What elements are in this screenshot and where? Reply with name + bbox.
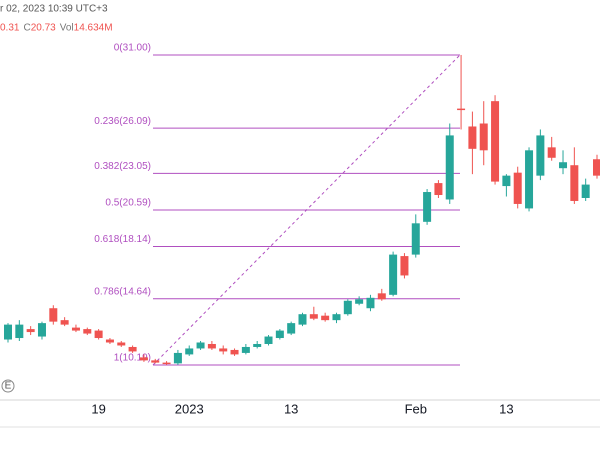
candle-body xyxy=(105,339,114,343)
header-value: C xyxy=(23,23,30,34)
candle-body xyxy=(502,175,511,187)
candle-body xyxy=(49,308,58,322)
event-marker: E xyxy=(5,381,12,392)
candle-body xyxy=(411,223,420,255)
candle-body xyxy=(309,314,318,319)
candle-body xyxy=(581,184,590,198)
x-tick-label: 13 xyxy=(284,401,298,416)
event-icon xyxy=(1,379,15,393)
x-tick-label: 13 xyxy=(499,401,513,416)
candle-body xyxy=(230,349,239,355)
x-tick-label: 2023 xyxy=(175,401,204,416)
candle-body xyxy=(207,343,216,349)
candle-body xyxy=(457,108,466,111)
candle-body xyxy=(128,346,137,352)
candle-body xyxy=(196,342,205,349)
candle-body xyxy=(4,324,12,340)
candle-body xyxy=(94,330,103,339)
x-tick-label: 19 xyxy=(91,401,105,416)
candle-body xyxy=(491,101,500,182)
candle-body xyxy=(287,323,296,334)
candle-body xyxy=(547,147,556,158)
header-value: 20.73 xyxy=(31,23,56,34)
candle-body xyxy=(570,165,579,201)
candle-body xyxy=(400,256,409,276)
candle-body xyxy=(389,254,398,295)
candle-body xyxy=(241,346,250,353)
candle-body xyxy=(559,162,568,169)
header-value: Vol xyxy=(60,23,74,34)
candle-body xyxy=(83,329,92,334)
candle-body xyxy=(593,159,600,176)
candle-body xyxy=(185,348,194,355)
fib-label: 0.236(26.09) xyxy=(94,116,151,127)
candle-body xyxy=(321,315,330,321)
candle-body xyxy=(355,299,364,304)
candle-body xyxy=(60,320,69,325)
candle-body xyxy=(343,300,352,315)
candle-body xyxy=(71,327,80,331)
candle-body xyxy=(264,336,273,344)
fib-label: 0.382(23.05) xyxy=(94,161,151,172)
candle-body xyxy=(37,323,46,337)
candle-body xyxy=(468,126,477,149)
candle-body xyxy=(434,183,443,196)
fib-label: 0.5(20.59) xyxy=(105,198,151,209)
candle-body xyxy=(298,314,307,325)
header-datetime: r 02, 2023 10:39 UTC+3 xyxy=(0,4,108,15)
x-tick-label: Feb xyxy=(405,401,427,416)
candle-body xyxy=(445,135,454,200)
candle-body xyxy=(173,352,182,364)
candle-body xyxy=(219,348,228,352)
candle-body xyxy=(536,135,545,176)
candle-body xyxy=(117,342,126,346)
candle-body xyxy=(479,123,488,151)
fib-label: 1(10.19) xyxy=(114,353,151,364)
candle-body xyxy=(513,172,522,204)
header-value: 0.31 xyxy=(0,23,20,34)
candle-body xyxy=(275,330,284,339)
candle-body xyxy=(253,343,262,347)
candle-body xyxy=(377,293,386,300)
candle-body xyxy=(151,360,160,363)
candle-body xyxy=(332,314,341,321)
fib-label: 0(31.00) xyxy=(114,43,151,54)
fib-label: 0.786(14.64) xyxy=(94,286,151,297)
fib-label: 0.618(18.14) xyxy=(94,234,151,245)
candle-body xyxy=(139,357,148,361)
candle-body xyxy=(423,192,432,222)
candle-body xyxy=(162,362,171,365)
header-value: 14.634M xyxy=(74,23,113,34)
fib-trend xyxy=(152,54,461,366)
candle-body xyxy=(26,329,35,333)
candle-body xyxy=(525,150,534,209)
candle-body xyxy=(15,324,24,339)
candle-body xyxy=(366,297,375,309)
